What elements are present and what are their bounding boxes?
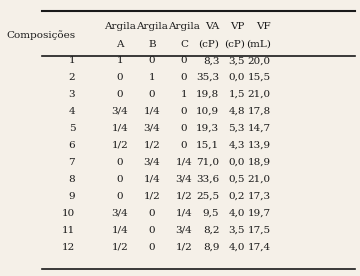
Text: C: C xyxy=(180,40,188,49)
Text: 4,0: 4,0 xyxy=(229,243,245,251)
Text: 4,3: 4,3 xyxy=(229,141,245,150)
Text: 0: 0 xyxy=(117,175,123,184)
Text: 0: 0 xyxy=(181,124,188,133)
Text: 0,5: 0,5 xyxy=(229,175,245,184)
Text: A: A xyxy=(116,40,124,49)
Text: 21,0: 21,0 xyxy=(247,175,271,184)
Text: 0: 0 xyxy=(149,225,156,235)
Text: 1: 1 xyxy=(181,90,188,99)
Text: 0: 0 xyxy=(181,56,188,65)
Text: 1/4: 1/4 xyxy=(144,107,161,116)
Text: 4: 4 xyxy=(69,107,75,116)
Text: 17,8: 17,8 xyxy=(247,107,271,116)
Text: 0,0: 0,0 xyxy=(229,73,245,82)
Text: 1/4: 1/4 xyxy=(112,225,129,235)
Text: 0: 0 xyxy=(117,192,123,201)
Text: Composições: Composições xyxy=(6,31,75,41)
Text: 1/4: 1/4 xyxy=(112,124,129,133)
Text: 0: 0 xyxy=(149,90,156,99)
Text: 19,3: 19,3 xyxy=(196,124,219,133)
Text: 10: 10 xyxy=(62,209,75,218)
Text: 1/2: 1/2 xyxy=(144,192,161,201)
Text: 3/4: 3/4 xyxy=(176,225,193,235)
Text: 1: 1 xyxy=(149,73,156,82)
Text: 15,1: 15,1 xyxy=(196,141,219,150)
Text: 3,5: 3,5 xyxy=(229,225,245,235)
Text: 5: 5 xyxy=(69,124,75,133)
Text: 8,2: 8,2 xyxy=(203,225,219,235)
Text: 0: 0 xyxy=(181,73,188,82)
Text: 0: 0 xyxy=(117,158,123,167)
Text: 20,0: 20,0 xyxy=(247,56,271,65)
Text: 0: 0 xyxy=(181,141,188,150)
Text: 0: 0 xyxy=(117,73,123,82)
Text: 5,3: 5,3 xyxy=(229,124,245,133)
Text: 0: 0 xyxy=(149,56,156,65)
Text: 2: 2 xyxy=(69,73,75,82)
Text: 3,5: 3,5 xyxy=(229,56,245,65)
Text: 3/4: 3/4 xyxy=(144,124,161,133)
Text: 17,3: 17,3 xyxy=(247,192,271,201)
Text: Argila: Argila xyxy=(168,22,200,31)
Text: 18,9: 18,9 xyxy=(247,158,271,167)
Text: Argila: Argila xyxy=(104,22,136,31)
Text: 3/4: 3/4 xyxy=(176,175,193,184)
Text: B: B xyxy=(148,40,156,49)
Text: 9,5: 9,5 xyxy=(203,209,219,218)
Text: Argila: Argila xyxy=(136,22,168,31)
Text: 0: 0 xyxy=(117,90,123,99)
Text: 8: 8 xyxy=(69,175,75,184)
Text: 3: 3 xyxy=(69,90,75,99)
Text: VF: VF xyxy=(256,22,271,31)
Text: 71,0: 71,0 xyxy=(196,158,219,167)
Text: 1: 1 xyxy=(69,56,75,65)
Text: 17,5: 17,5 xyxy=(247,225,271,235)
Text: 1/2: 1/2 xyxy=(144,141,161,150)
Text: 3/4: 3/4 xyxy=(112,107,129,116)
Text: 17,4: 17,4 xyxy=(247,243,271,251)
Text: VP: VP xyxy=(230,22,245,31)
Text: 9: 9 xyxy=(69,192,75,201)
Text: 12: 12 xyxy=(62,243,75,251)
Text: VA: VA xyxy=(205,22,219,31)
Text: 1/2: 1/2 xyxy=(176,243,193,251)
Text: 1/4: 1/4 xyxy=(176,209,193,218)
Text: 0: 0 xyxy=(149,243,156,251)
Text: 19,7: 19,7 xyxy=(247,209,271,218)
Text: 1,5: 1,5 xyxy=(229,90,245,99)
Text: 4,0: 4,0 xyxy=(229,209,245,218)
Text: 7: 7 xyxy=(69,158,75,167)
Text: 13,9: 13,9 xyxy=(247,141,271,150)
Text: 11: 11 xyxy=(62,225,75,235)
Text: 1/2: 1/2 xyxy=(112,243,129,251)
Text: 0: 0 xyxy=(149,209,156,218)
Text: 14,7: 14,7 xyxy=(247,124,271,133)
Text: 8,3: 8,3 xyxy=(203,56,219,65)
Text: 3/4: 3/4 xyxy=(144,158,161,167)
Text: 33,6: 33,6 xyxy=(196,175,219,184)
Text: 25,5: 25,5 xyxy=(196,192,219,201)
Text: 4,8: 4,8 xyxy=(229,107,245,116)
Text: 10,9: 10,9 xyxy=(196,107,219,116)
Text: (cP): (cP) xyxy=(224,40,245,49)
Text: 0,2: 0,2 xyxy=(229,192,245,201)
Text: 0,0: 0,0 xyxy=(229,158,245,167)
Text: (mL): (mL) xyxy=(246,40,271,49)
Text: (cP): (cP) xyxy=(198,40,219,49)
Text: 1: 1 xyxy=(117,56,123,65)
Text: 35,3: 35,3 xyxy=(196,73,219,82)
Text: 0: 0 xyxy=(181,107,188,116)
Text: 1/4: 1/4 xyxy=(144,175,161,184)
Text: 1/4: 1/4 xyxy=(176,158,193,167)
Text: 1/2: 1/2 xyxy=(176,192,193,201)
Text: 6: 6 xyxy=(69,141,75,150)
Text: 15,5: 15,5 xyxy=(247,73,271,82)
Text: 21,0: 21,0 xyxy=(247,90,271,99)
Text: 1/2: 1/2 xyxy=(112,141,129,150)
Text: 8,9: 8,9 xyxy=(203,243,219,251)
Text: 3/4: 3/4 xyxy=(112,209,129,218)
Text: 19,8: 19,8 xyxy=(196,90,219,99)
